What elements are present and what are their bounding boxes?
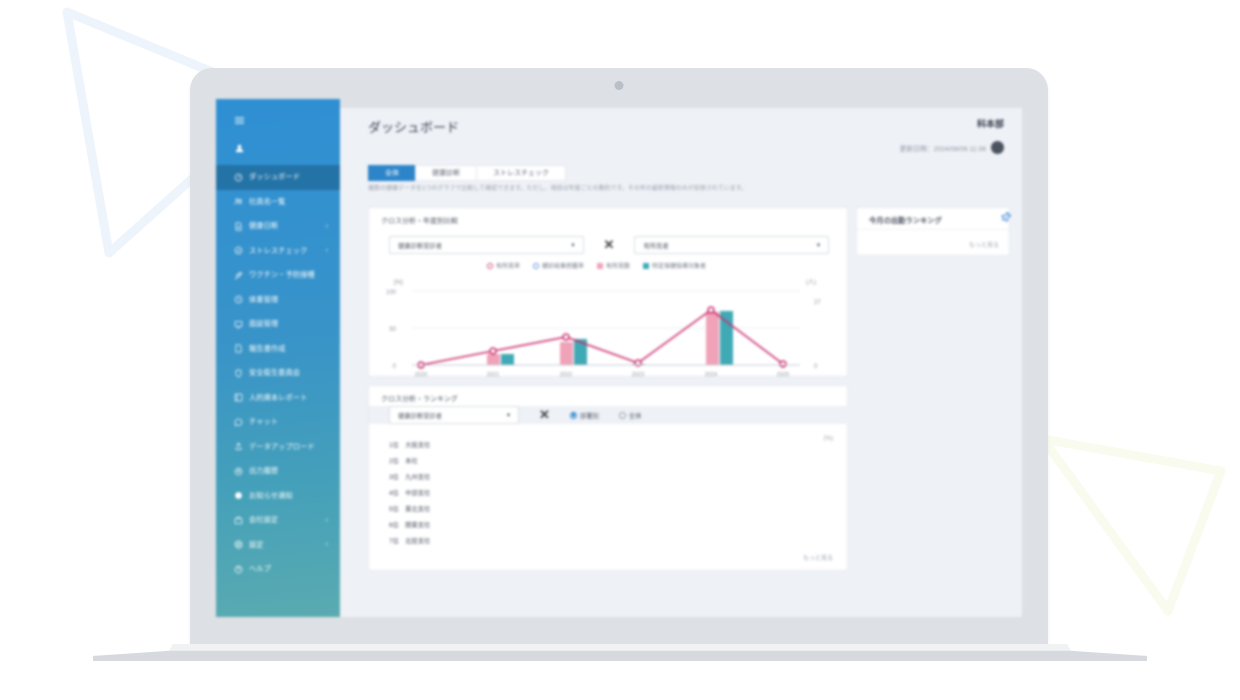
svg-text:50: 50 (389, 327, 396, 333)
svg-text:0: 0 (814, 364, 818, 370)
svg-text:27: 27 (814, 300, 821, 306)
svg-text:100: 100 (386, 290, 397, 296)
svg-text:0: 0 (393, 364, 397, 370)
svg-text:2022: 2022 (560, 372, 572, 378)
svg-text:2025: 2025 (777, 372, 789, 378)
svg-text:2021: 2021 (487, 372, 499, 378)
svg-text:2020: 2020 (415, 372, 427, 378)
svg-text:(人): (人) (806, 279, 816, 286)
svg-text:[%]: [%] (394, 280, 403, 286)
svg-text:2023: 2023 (632, 372, 644, 378)
svg-text:2024: 2024 (705, 372, 717, 378)
